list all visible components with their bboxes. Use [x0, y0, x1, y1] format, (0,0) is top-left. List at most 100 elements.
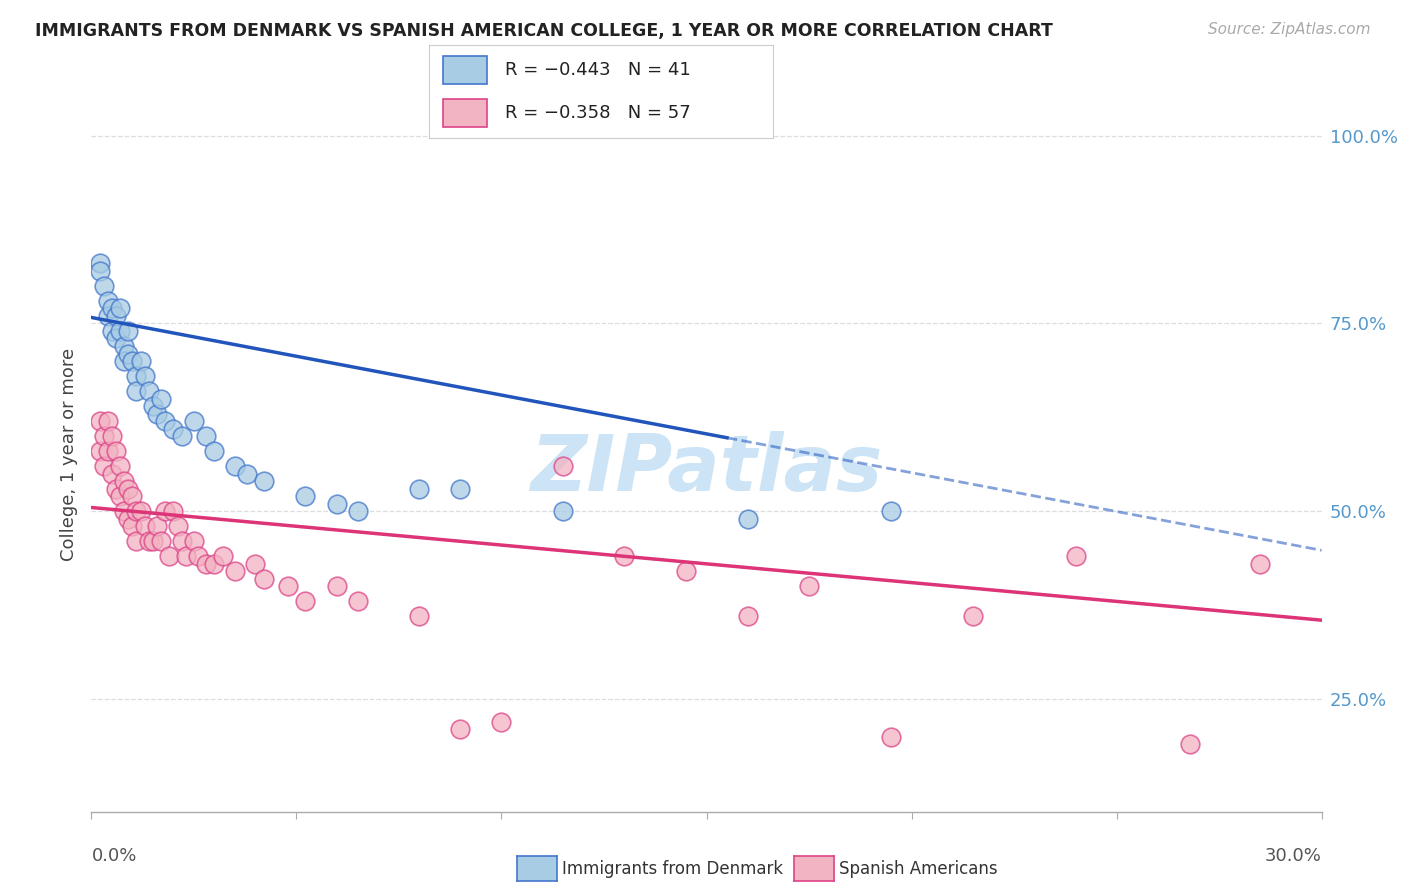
Point — [153, 414, 177, 428]
Point — [408, 482, 430, 496]
Point — [195, 429, 218, 443]
Point — [491, 714, 513, 729]
Point — [162, 422, 184, 436]
Point — [125, 369, 148, 384]
Point — [108, 489, 131, 503]
Point — [97, 444, 120, 458]
Point — [101, 429, 124, 443]
Point — [121, 489, 143, 503]
Point — [138, 384, 160, 398]
Text: IMMIGRANTS FROM DENMARK VS SPANISH AMERICAN COLLEGE, 1 YEAR OR MORE CORRELATION : IMMIGRANTS FROM DENMARK VS SPANISH AMERI… — [35, 22, 1053, 40]
Point — [157, 549, 180, 564]
Point — [224, 565, 246, 579]
Point — [245, 557, 267, 571]
Point — [117, 512, 139, 526]
Point — [224, 459, 246, 474]
Point — [408, 609, 430, 624]
Text: Source: ZipAtlas.com: Source: ZipAtlas.com — [1208, 22, 1371, 37]
Point — [449, 722, 471, 736]
Point — [108, 459, 131, 474]
Point — [142, 534, 165, 549]
Point — [253, 474, 276, 488]
Point — [326, 579, 349, 593]
Point — [129, 354, 152, 368]
Point — [97, 414, 120, 428]
Point — [93, 279, 115, 293]
Point — [202, 557, 225, 571]
Bar — [443, 56, 488, 84]
Point — [117, 482, 139, 496]
Point — [89, 414, 111, 428]
Point — [112, 354, 135, 368]
Point — [108, 324, 131, 338]
Bar — [443, 99, 488, 127]
Point — [105, 331, 127, 345]
Text: Spanish Americans: Spanish Americans — [839, 860, 998, 878]
Text: Immigrants from Denmark: Immigrants from Denmark — [562, 860, 783, 878]
Point — [675, 565, 697, 579]
Point — [97, 293, 120, 308]
Point — [153, 504, 177, 518]
Point — [183, 534, 205, 549]
Point — [1249, 557, 1271, 571]
Point — [125, 504, 148, 518]
Y-axis label: College, 1 year or more: College, 1 year or more — [59, 349, 77, 561]
Point — [112, 504, 135, 518]
Point — [101, 301, 124, 316]
Point — [112, 474, 135, 488]
Point — [162, 504, 184, 518]
Text: 0.0%: 0.0% — [91, 847, 136, 865]
Point — [142, 399, 165, 413]
Point — [93, 459, 115, 474]
Point — [166, 519, 188, 533]
Point — [277, 579, 299, 593]
Point — [117, 324, 139, 338]
Point — [187, 549, 209, 564]
Point — [146, 407, 169, 421]
Point — [146, 519, 169, 533]
Point — [613, 549, 636, 564]
Point — [211, 549, 233, 564]
Point — [105, 482, 127, 496]
Point — [101, 467, 124, 481]
Point — [125, 534, 148, 549]
Point — [326, 497, 349, 511]
Point — [112, 339, 135, 353]
Point — [89, 256, 111, 270]
Point — [880, 504, 903, 518]
Point — [125, 384, 148, 398]
Point — [174, 549, 197, 564]
Point — [294, 489, 316, 503]
Text: 30.0%: 30.0% — [1265, 847, 1322, 865]
Point — [1064, 549, 1087, 564]
Text: R = −0.358   N = 57: R = −0.358 N = 57 — [505, 104, 690, 122]
Point — [347, 594, 370, 608]
Point — [129, 504, 152, 518]
Point — [195, 557, 218, 571]
Point — [236, 467, 259, 481]
Point — [89, 444, 111, 458]
Point — [347, 504, 370, 518]
Point — [183, 414, 205, 428]
Point — [93, 429, 115, 443]
Point — [1180, 737, 1202, 751]
Point — [121, 354, 143, 368]
Point — [150, 534, 173, 549]
Point — [134, 519, 156, 533]
Point — [294, 594, 316, 608]
Point — [551, 459, 574, 474]
Point — [101, 324, 124, 338]
Point — [121, 519, 143, 533]
Point — [138, 534, 160, 549]
Point — [253, 572, 276, 586]
Point — [170, 534, 193, 549]
Point — [108, 301, 131, 316]
Point — [105, 444, 127, 458]
Point — [880, 730, 903, 744]
Point — [551, 504, 574, 518]
Point — [105, 309, 127, 323]
Point — [117, 346, 139, 360]
Point — [170, 429, 193, 443]
Text: ZIPatlas: ZIPatlas — [530, 431, 883, 508]
Point — [737, 512, 759, 526]
